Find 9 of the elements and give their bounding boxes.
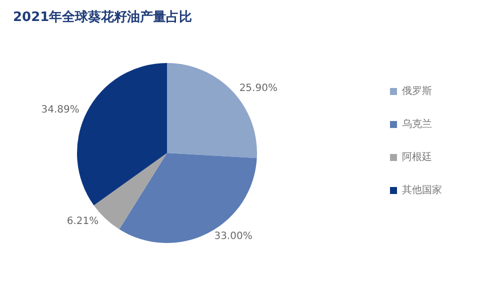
legend-label: 乌克兰 [402, 118, 432, 130]
data-label: 34.89% [41, 104, 80, 116]
chart-title: 2021年全球葵花籽油产量占比 [13, 9, 192, 25]
data-label: 6.21% [66, 216, 99, 228]
legend-label: 阿根廷 [402, 151, 432, 163]
data-label: 33.00% [214, 230, 252, 242]
legend-label: 俄罗斯 [402, 85, 432, 97]
data-label: 25.90% [239, 82, 278, 94]
legend-label: 其他国家 [402, 184, 442, 196]
